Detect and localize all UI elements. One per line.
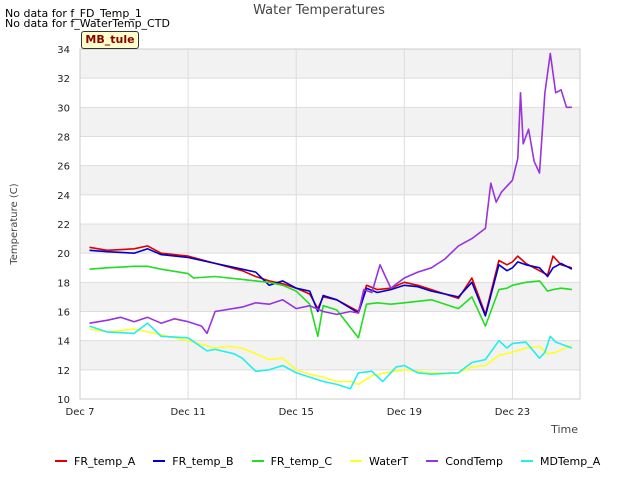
x-tick-label: Dec 15 — [279, 407, 314, 418]
background-band — [80, 224, 580, 254]
legend-swatch — [350, 460, 363, 462]
chart-title: Water Temperatures — [253, 3, 385, 18]
background-band — [80, 340, 580, 370]
legend-swatch — [55, 460, 67, 462]
legend-item: FR_temp_C — [251, 454, 333, 468]
series-line-fr-temp-c — [89, 265, 573, 339]
x-tick-label: Dec 7 — [66, 407, 95, 418]
series-line-mdtemp-a — [89, 322, 573, 390]
legend-swatch — [520, 460, 533, 462]
no-data-note: No data for f_WaterTemp_CTD — [5, 17, 170, 30]
legend-label: CondTemp — [445, 454, 503, 468]
no-data-note: No data for f_FD_Temp_1 — [5, 7, 142, 20]
legend: FR_temp_A FR_temp_B FR_temp_C WaterT CondTem… — [55, 453, 618, 469]
legend-label: FR_temp_B — [172, 454, 234, 468]
legend-label: WaterT — [369, 454, 409, 468]
y-tick-label: 28 — [57, 133, 70, 144]
y-tick-label: 24 — [57, 191, 70, 202]
y-tick-label: 12 — [57, 366, 70, 377]
series-line-condtemp — [89, 52, 572, 335]
y-tick-label: 16 — [57, 308, 70, 319]
legend-item: FR_temp_A — [55, 455, 135, 468]
background-band — [80, 49, 580, 79]
legend-item: CondTemp — [426, 455, 503, 468]
y-tick-label: 32 — [57, 74, 70, 85]
y-tick-label: 10 — [57, 395, 70, 406]
legend-swatch — [153, 460, 166, 462]
background-band — [80, 107, 580, 137]
site-badge: MB_tule — [81, 31, 139, 49]
y-tick-label: 14 — [57, 337, 70, 348]
y-tick-label: 22 — [57, 220, 70, 231]
y-tick-label: 18 — [57, 278, 70, 289]
legend-item: WaterT — [350, 455, 408, 468]
legend-label: FR_temp_C — [270, 454, 333, 468]
y-tick-label: 34 — [57, 45, 70, 56]
y-tick-label: 30 — [57, 103, 70, 114]
background-band — [80, 165, 580, 195]
x-tick-label: Dec 11 — [170, 407, 205, 418]
x-axis-label: Time — [550, 423, 578, 436]
legend-item: MDTemp_A — [520, 454, 601, 468]
legend-label: MDTemp_A — [539, 454, 601, 468]
y-axis-label: Temperature (C) — [9, 183, 20, 265]
x-tick-label: Dec 19 — [387, 407, 422, 418]
x-tick-label: Dec 23 — [495, 407, 530, 418]
legend-label: FR_temp_A — [74, 454, 136, 468]
y-tick-label: 20 — [57, 249, 70, 260]
legend-item: FR_temp_B — [153, 454, 234, 468]
y-tick-label: 26 — [57, 162, 70, 173]
legend-swatch — [251, 460, 264, 462]
legend-swatch — [426, 460, 439, 462]
